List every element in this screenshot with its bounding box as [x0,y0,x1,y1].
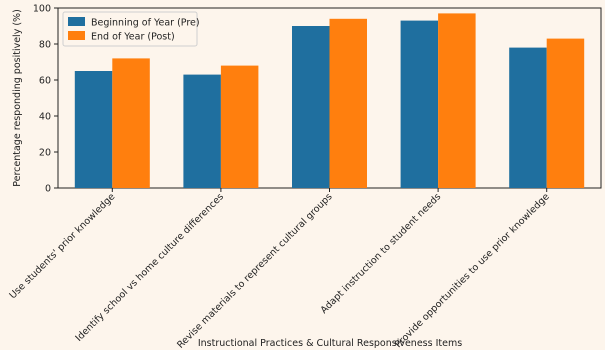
bar-post-4 [438,13,476,189]
x-axis-label: Instructional Practices & Cultural Respo… [198,338,462,349]
y-tick-label: 60 [39,76,51,87]
y-tick-label: 20 [39,148,51,159]
legend-swatch [68,17,85,26]
bar-post-1 [112,58,150,189]
bar-pre-5 [509,47,547,188]
bar-post-3 [329,18,367,188]
bar-pre-2 [183,74,221,188]
bar-pre-4 [400,20,439,188]
bars-layer [74,13,585,189]
x-tick-label: Use students' prior knowledge [7,191,117,301]
y-tick-label: 100 [33,4,51,15]
legend-label: End of Year (Post) [91,32,175,43]
y-tick-label: 0 [45,184,51,195]
bar-post-2 [220,65,259,188]
y-tick-label: 40 [39,112,51,123]
legend-label: Beginning of Year (Pre) [91,18,200,29]
legend-swatch [68,31,85,40]
x-tick-label: Adapt instruction to student needs [319,191,444,316]
y-tick-label: 80 [39,40,51,51]
y-axis: 0 20 40 60 80 100 [33,4,58,195]
legend-box [62,11,198,47]
legend: Beginning of Year (Pre) End of Year (Post… [62,11,200,47]
y-axis-label: Percentage responding positively (%) [12,9,23,187]
bar-pre-3 [292,26,330,188]
bar-pre-1 [74,71,113,188]
bar-post-5 [546,38,585,188]
